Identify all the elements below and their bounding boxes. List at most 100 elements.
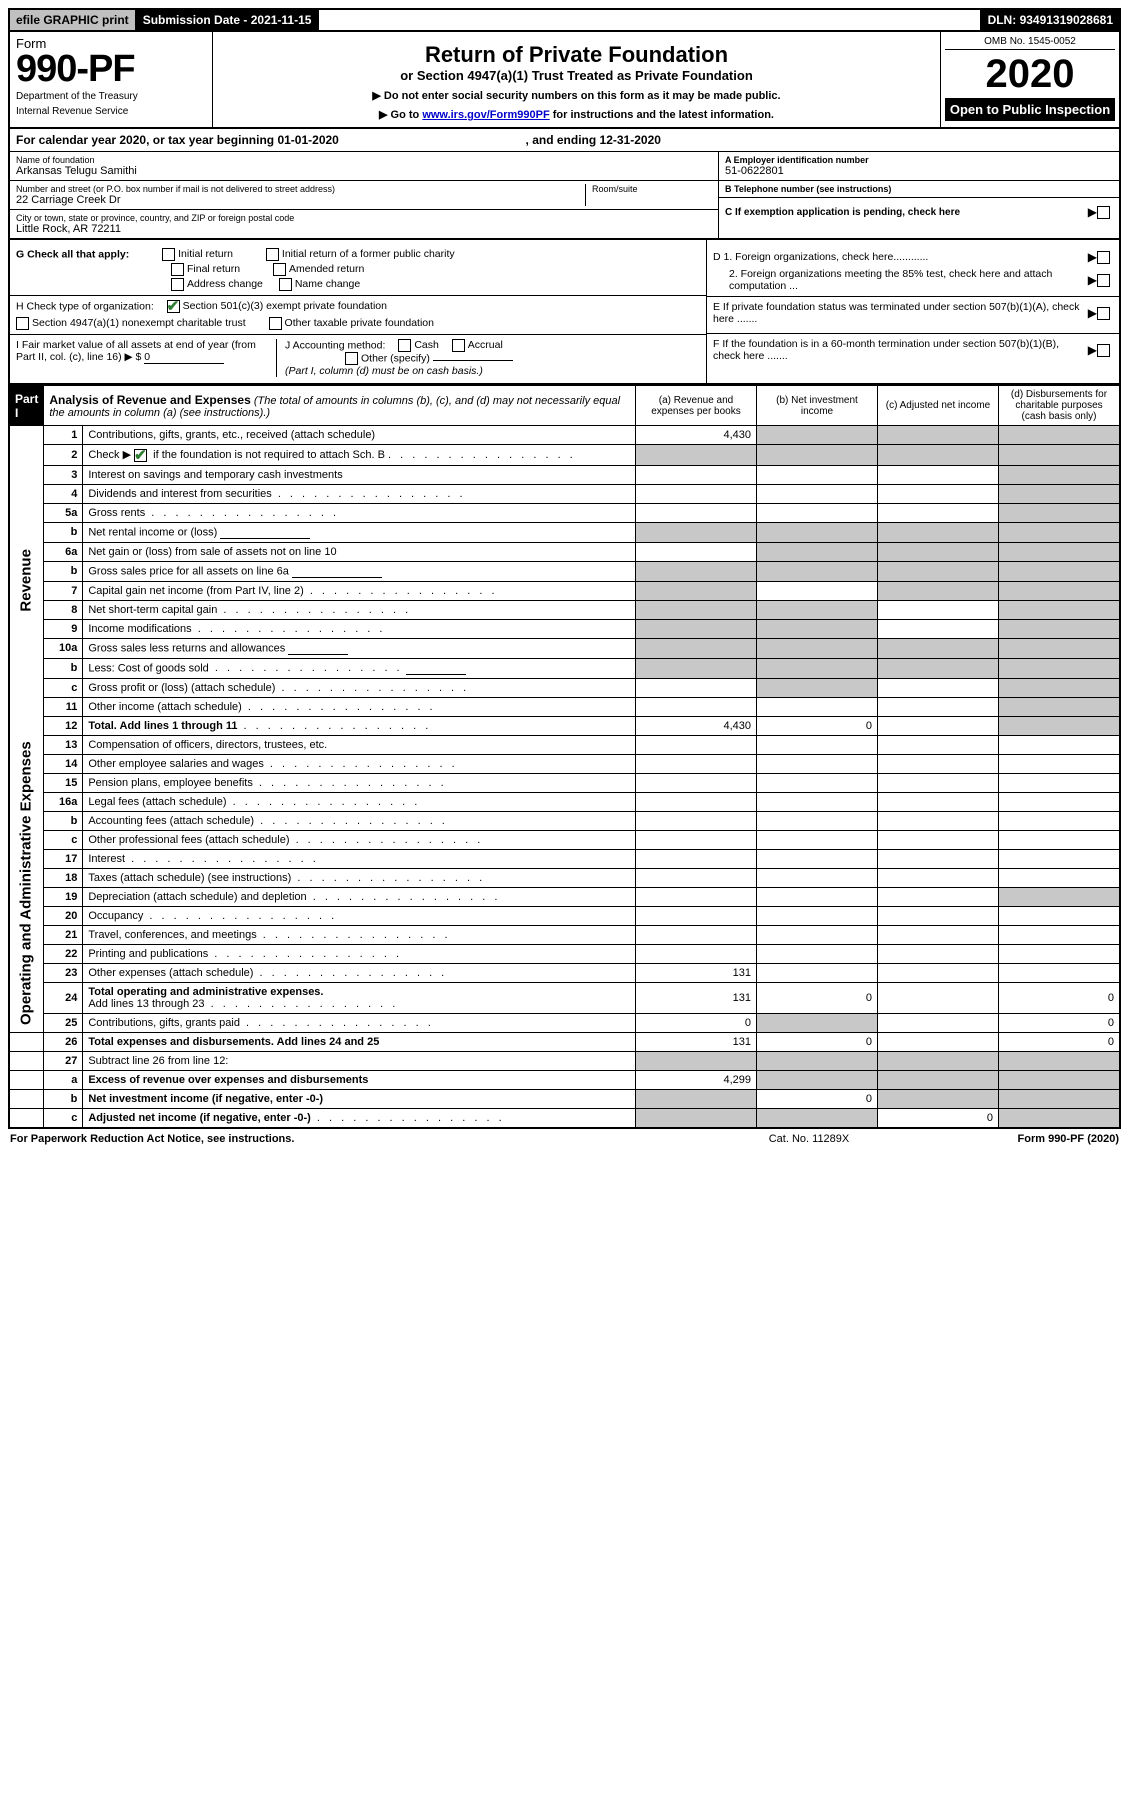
col-b-header: (b) Net investment income — [757, 386, 878, 426]
goto-line: ▶ Go to www.irs.gov/Form990PF for instru… — [219, 108, 934, 121]
revenue-side-label: Revenue — [9, 426, 44, 736]
l25-a: 0 — [636, 1013, 757, 1032]
form-subtitle: or Section 4947(a)(1) Trust Treated as P… — [219, 68, 934, 83]
checks-block: G Check all that apply: Initial return I… — [8, 240, 1121, 385]
phone-label: B Telephone number (see instructions) — [725, 184, 1113, 194]
line-22: Printing and publications — [83, 944, 636, 963]
line-6a: Net gain or (loss) from sale of assets n… — [83, 542, 636, 561]
name-label: Name of foundation — [16, 155, 712, 165]
j-accrual-checkbox[interactable] — [452, 339, 465, 352]
line-19: Depreciation (attach schedule) and deple… — [83, 887, 636, 906]
line-3: Interest on savings and temporary cash i… — [83, 465, 636, 484]
line-8: Net short-term capital gain — [83, 600, 636, 619]
d1-checkbox[interactable] — [1097, 251, 1110, 264]
line-25: Contributions, gifts, grants paid — [83, 1013, 636, 1032]
g-final-checkbox[interactable] — [171, 263, 184, 276]
calendar-year-line: For calendar year 2020, or tax year begi… — [8, 129, 1121, 152]
line-11: Other income (attach schedule) — [83, 697, 636, 716]
h-label: H Check type of organization: — [16, 300, 154, 312]
line-10a: Gross sales less returns and allowances — [83, 638, 636, 658]
d2-label: 2. Foreign organizations meeting the 85%… — [713, 268, 1088, 292]
entity-block: Name of foundation Arkansas Telugu Samit… — [8, 152, 1121, 240]
l1-a: 4,430 — [636, 426, 757, 445]
part1-title: Analysis of Revenue and Expenses — [49, 393, 250, 407]
c-label: C If exemption application is pending, c… — [725, 207, 1088, 218]
line-27b: Net investment income (if negative, ente… — [83, 1089, 636, 1108]
line-26: Total expenses and disbursements. Add li… — [83, 1032, 636, 1051]
d2-checkbox[interactable] — [1097, 274, 1110, 287]
form-header: Form 990-PF Department of the Treasury I… — [8, 32, 1121, 129]
line-7: Capital gain net income (from Part IV, l… — [83, 581, 636, 600]
page-footer: For Paperwork Reduction Act Notice, see … — [8, 1129, 1121, 1145]
col-d-header: (d) Disbursements for charitable purpose… — [999, 386, 1121, 426]
d1-label: D 1. Foreign organizations, check here..… — [713, 251, 1088, 263]
omb-number: OMB No. 1545-0052 — [945, 34, 1115, 50]
line-2: Check ▶ if the foundation is not require… — [83, 445, 636, 466]
j-cash-checkbox[interactable] — [398, 339, 411, 352]
irs-link[interactable]: www.irs.gov/Form990PF — [422, 109, 549, 121]
cat-no: Cat. No. 11289X — [699, 1133, 919, 1145]
l24-b: 0 — [757, 982, 878, 1013]
line-4: Dividends and interest from securities — [83, 484, 636, 503]
g-initial-checkbox[interactable] — [162, 248, 175, 261]
line-16b: Accounting fees (attach schedule) — [83, 811, 636, 830]
schb-checkbox[interactable] — [134, 449, 147, 462]
l12-b: 0 — [757, 716, 878, 735]
dept-treasury: Department of the Treasury — [16, 91, 206, 102]
irs: Internal Revenue Service — [16, 106, 206, 117]
line-27a: Excess of revenue over expenses and disb… — [83, 1070, 636, 1089]
h-other-checkbox[interactable] — [269, 317, 282, 330]
l27a-a: 4,299 — [636, 1070, 757, 1089]
i-value: 0 — [144, 351, 224, 364]
line-5a: Gross rents — [83, 503, 636, 522]
street-address: 22 Carriage Creek Dr — [16, 194, 579, 206]
j-note: (Part I, column (d) must be on cash basi… — [285, 365, 700, 377]
col-c-header: (c) Adjusted net income — [878, 386, 999, 426]
g-amended-checkbox[interactable] — [273, 263, 286, 276]
line-16c: Other professional fees (attach schedule… — [83, 830, 636, 849]
l26-b: 0 — [757, 1032, 878, 1051]
ein: 51-0622801 — [725, 165, 1113, 177]
room-label: Room/suite — [592, 184, 712, 194]
l12-a: 4,430 — [636, 716, 757, 735]
line-27c: Adjusted net income (if negative, enter … — [83, 1108, 636, 1128]
line-23: Other expenses (attach schedule) — [83, 963, 636, 982]
paperwork-notice: For Paperwork Reduction Act Notice, see … — [10, 1133, 699, 1145]
l26-a: 131 — [636, 1032, 757, 1051]
line-9: Income modifications — [83, 619, 636, 638]
line-18: Taxes (attach schedule) (see instruction… — [83, 868, 636, 887]
form-number: 990-PF — [16, 51, 206, 87]
h-501c3-checkbox[interactable] — [167, 300, 180, 313]
form-title: Return of Private Foundation — [219, 42, 934, 68]
line-13: Compensation of officers, directors, tru… — [83, 735, 636, 754]
line-1: Contributions, gifts, grants, etc., rece… — [83, 426, 636, 445]
part1-table: Part I Analysis of Revenue and Expenses … — [8, 385, 1121, 1129]
l24-d: 0 — [999, 982, 1121, 1013]
e-checkbox[interactable] — [1097, 307, 1110, 320]
h-4947-checkbox[interactable] — [16, 317, 29, 330]
top-bar: efile GRAPHIC print Submission Date - 20… — [8, 8, 1121, 32]
line-5b: Net rental income or (loss) — [83, 522, 636, 542]
open-inspection: Open to Public Inspection — [945, 98, 1115, 121]
l25-d: 0 — [999, 1013, 1121, 1032]
arrow-icon: ▶ — [1088, 205, 1097, 219]
efile-print[interactable]: efile GRAPHIC print — [10, 10, 137, 30]
tax-year: 2020 — [945, 50, 1115, 98]
l23-a: 131 — [636, 963, 757, 982]
g-initial-former-checkbox[interactable] — [266, 248, 279, 261]
j-label: J Accounting method: — [285, 339, 385, 351]
line-21: Travel, conferences, and meetings — [83, 925, 636, 944]
f-label: F If the foundation is in a 60-month ter… — [713, 338, 1088, 362]
g-name-checkbox[interactable] — [279, 278, 292, 291]
g-label: G Check all that apply: — [16, 248, 129, 260]
line-12: Total. Add lines 1 through 11 — [83, 716, 636, 735]
line-24: Total operating and administrative expen… — [83, 982, 636, 1013]
line-10b: Less: Cost of goods sold — [83, 658, 636, 678]
g-address-checkbox[interactable] — [171, 278, 184, 291]
l27b-b: 0 — [757, 1089, 878, 1108]
c-checkbox[interactable] — [1097, 206, 1110, 219]
j-other-checkbox[interactable] — [345, 352, 358, 365]
line-20: Occupancy — [83, 906, 636, 925]
line-27: Subtract line 26 from line 12: — [83, 1051, 636, 1070]
f-checkbox[interactable] — [1097, 344, 1110, 357]
